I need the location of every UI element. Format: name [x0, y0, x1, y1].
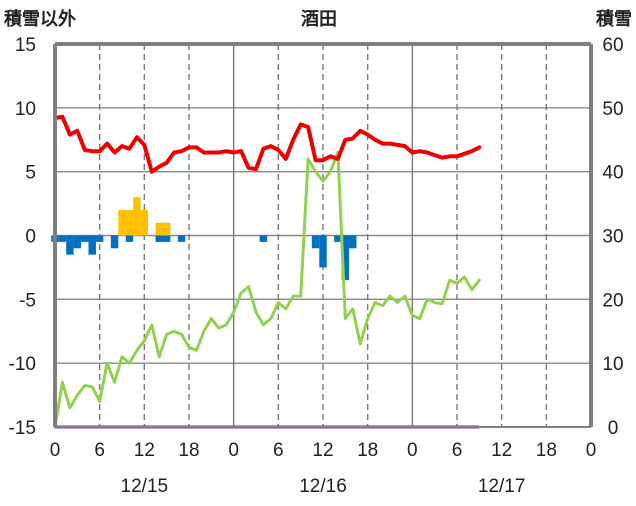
precipitation-bar-2	[133, 197, 141, 236]
temperature-line	[53, 114, 482, 174]
left-tick-label-5: -10	[9, 354, 36, 375]
precipitation-bar-1	[125, 209, 134, 236]
temp_change-bar-6	[95, 235, 104, 242]
right-axis-title: 積雪	[595, 8, 632, 29]
temp_change-bar-17	[349, 235, 357, 249]
left-tick-label-1: 10	[15, 99, 36, 120]
bars	[51, 197, 357, 281]
left-tick-label-3: 0	[25, 227, 36, 248]
temp_change-bar-2	[66, 235, 74, 255]
left-tick-label-0: 15	[15, 35, 36, 56]
x-tick-label-8: 0	[407, 440, 418, 461]
x-tick-label-0: 0	[50, 440, 61, 461]
precipitation-bar-4	[155, 222, 163, 236]
temp_change-bar-4	[81, 235, 89, 242]
temp_change-bar-10	[162, 235, 171, 242]
right-tick-label-6: 0	[608, 418, 619, 439]
precipitation-bar-3	[140, 209, 149, 236]
x-tick-label-10: 12	[491, 440, 512, 461]
precipitation-bar-0	[118, 209, 126, 236]
right-tick-label-2: 40	[602, 163, 623, 184]
date-label-2: 12/17	[478, 476, 526, 497]
left-axis-title: 積雪以外	[3, 8, 76, 29]
x-tick-label-3: 18	[178, 440, 199, 461]
x-tick-label-12: 0	[586, 440, 597, 461]
x-tick-label-4: 0	[228, 440, 239, 461]
temp_change-bar-16	[341, 235, 350, 281]
right-tick-label-3: 30	[602, 227, 623, 248]
x-tick-label-6: 12	[312, 440, 333, 461]
temp_change-bar-3	[73, 235, 82, 249]
left-tick-label-6: -15	[9, 418, 36, 439]
right-tick-label-5: 10	[602, 354, 623, 375]
chart-title: 酒田	[301, 8, 337, 29]
date-label-0: 12/15	[121, 476, 169, 497]
temp_change-bar-1	[58, 235, 67, 242]
right-tick-label-1: 50	[602, 99, 623, 120]
date-label-1: 12/16	[299, 476, 347, 497]
temp_change-bar-7	[110, 235, 119, 249]
x-tick-label-11: 18	[536, 440, 557, 461]
temp_change-bar-5	[88, 235, 96, 255]
right-tick-label-4: 20	[602, 290, 623, 311]
left-tick-label-4: -5	[19, 290, 36, 311]
left-tick-label-2: 5	[25, 163, 36, 184]
x-tick-label-1: 6	[94, 440, 105, 461]
precipitation-bar-5	[162, 222, 171, 236]
temp_change-bar-9	[155, 235, 163, 242]
temp_change-bar-14	[319, 235, 327, 268]
x-tick-label-5: 6	[273, 440, 284, 461]
temp_change-bar-15	[334, 235, 342, 242]
lines	[53, 114, 482, 429]
temp_change-bar-8	[125, 235, 134, 242]
temp_change-bar-12	[259, 235, 268, 242]
right-tick-label-0: 60	[602, 35, 623, 56]
snow_depth-line	[53, 151, 481, 429]
temp_change-bar-11	[177, 235, 186, 242]
x-tick-label-2: 12	[134, 440, 155, 461]
temp_change-bar-13	[311, 235, 320, 249]
x-tick-label-7: 18	[357, 440, 378, 461]
plot-frame	[53, 42, 593, 428]
x-tick-label-9: 6	[452, 440, 463, 461]
